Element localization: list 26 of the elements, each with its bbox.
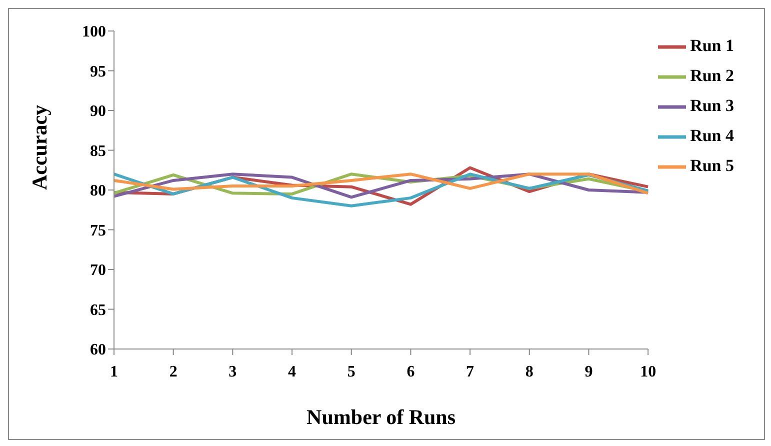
x-tick-label: 5 bbox=[347, 363, 356, 380]
x-tick-label: 6 bbox=[406, 363, 415, 380]
y-tick-label: 60 bbox=[90, 342, 106, 359]
legend-label: Run 3 bbox=[690, 96, 734, 116]
y-tick-label: 100 bbox=[82, 24, 106, 41]
x-tick-label: 9 bbox=[584, 363, 593, 380]
x-tick-label: 10 bbox=[640, 363, 656, 380]
x-axis-title: Number of Runs bbox=[306, 405, 456, 429]
y-tick-label: 85 bbox=[90, 142, 106, 160]
x-tick-label: 8 bbox=[525, 363, 534, 380]
x-tick-label: 7 bbox=[466, 363, 474, 380]
y-tick-label: 90 bbox=[90, 103, 106, 120]
y-tick-label: 80 bbox=[90, 182, 106, 200]
legend-label: Run 5 bbox=[690, 156, 734, 176]
legend-label: Run 1 bbox=[690, 36, 734, 55]
y-tick-label: 75 bbox=[90, 222, 106, 240]
legend-label: Run 4 bbox=[690, 126, 734, 146]
y-tick-label: 95 bbox=[90, 63, 106, 80]
y-tick-label: 70 bbox=[90, 262, 106, 280]
y-tick-label: 65 bbox=[90, 302, 106, 319]
x-tick-label: 4 bbox=[288, 363, 296, 380]
x-tick-label: 2 bbox=[169, 363, 178, 380]
legend-label: Run 2 bbox=[690, 66, 734, 86]
x-tick-label: 3 bbox=[228, 363, 237, 380]
y-axis-title: Accuracy bbox=[27, 104, 52, 190]
x-tick-label: 1 bbox=[110, 363, 118, 380]
